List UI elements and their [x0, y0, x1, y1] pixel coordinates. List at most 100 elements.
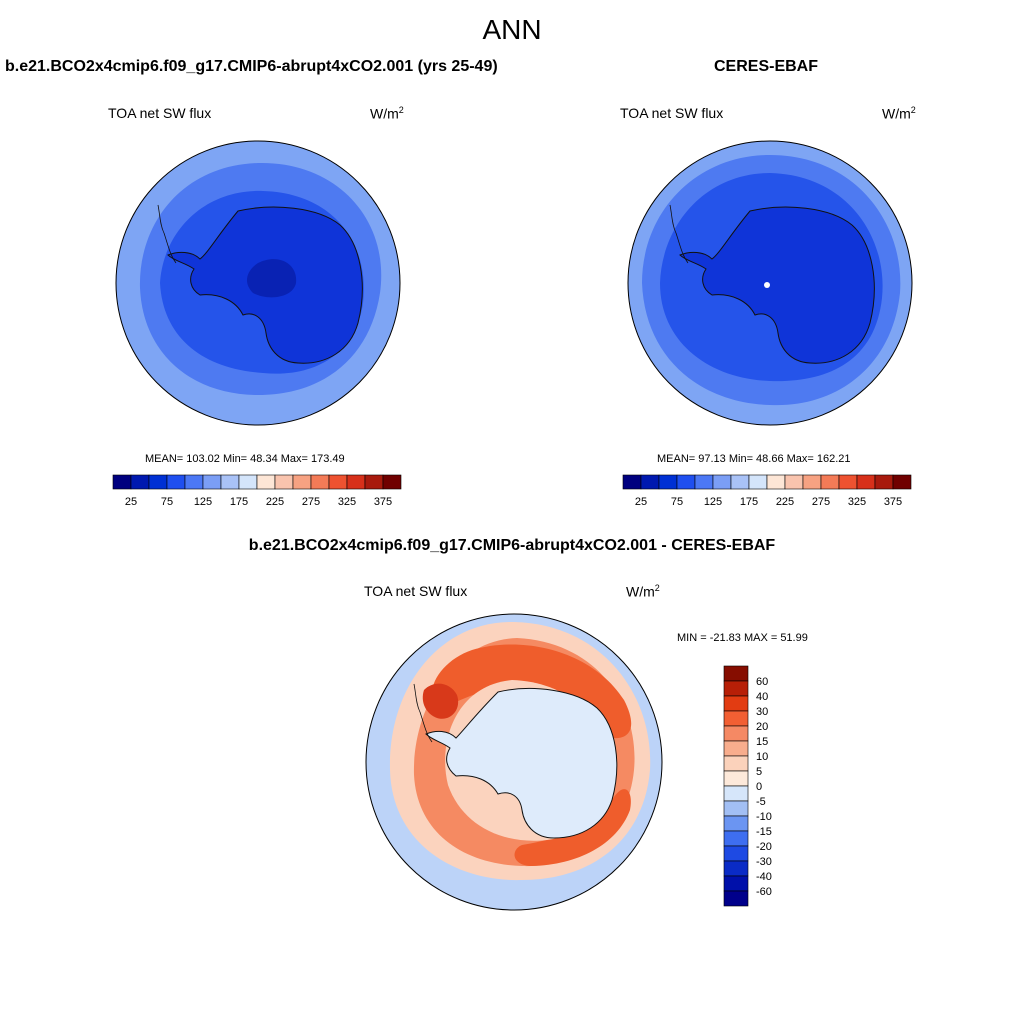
- diff-colorbar-box: [723, 800, 749, 817]
- obs-variable-label: TOA net SW flux: [620, 105, 724, 121]
- colorbar-box: [238, 474, 258, 490]
- diff-colorbar-box: [723, 830, 749, 847]
- colorbar-box: [346, 474, 366, 490]
- model-stats: MEAN= 103.02 Min= 48.34 Max= 173.49: [145, 453, 345, 465]
- diff-map-peninsula: [413, 683, 433, 743]
- obs-map-peninsula: [669, 204, 689, 264]
- colorbar-tick-label: 325: [848, 496, 866, 508]
- colorbar-tick-label: 175: [740, 496, 758, 508]
- diff-map-antarctica: [425, 688, 618, 839]
- colorbar-box: [748, 474, 768, 490]
- diff-map-strong-south: [514, 789, 631, 866]
- colorbar-box: [676, 474, 696, 490]
- colorbar-tick-label: 125: [704, 496, 722, 508]
- model-map-deep-core: [246, 259, 297, 298]
- colorbar-tick-label: 225: [776, 496, 794, 508]
- diff-colorbar-box: [723, 815, 749, 832]
- diff-colorbar-box: [723, 860, 749, 877]
- colorbar-tick-label: 275: [302, 496, 320, 508]
- obs-map-antarctica: [679, 206, 875, 364]
- colorbar-tick-label: 325: [338, 496, 356, 508]
- model-polar-map: [115, 140, 401, 426]
- colorbar-box: [328, 474, 348, 490]
- diff-colorbar-tick-label: 30: [756, 706, 768, 718]
- diff-colorbar-tick-label: -20: [756, 841, 772, 853]
- colorbar-tick-label: 175: [230, 496, 248, 508]
- obs-units-label: W/m2: [882, 105, 916, 122]
- model-map-peninsula: [157, 204, 177, 264]
- colorbar-tick-label: 225: [266, 496, 284, 508]
- diff-colorbar-tick-label: 60: [756, 676, 768, 688]
- obs-stats: MEAN= 97.13 Min= 48.66 Max= 162.21: [657, 453, 851, 465]
- model-colorbar: 25 75 125 175 225 275 325 375: [112, 474, 402, 508]
- diff-stats: MIN = -21.83 MAX = 51.99: [677, 632, 808, 644]
- colorbar-box: [364, 474, 384, 490]
- diff-colorbar-box: [723, 755, 749, 772]
- obs-map-border: [627, 140, 913, 426]
- diff-colorbar-box: [723, 785, 749, 802]
- diff-colorbar-box: [723, 680, 749, 697]
- diff-colorbar-box: [723, 770, 749, 787]
- colorbar-box: [892, 474, 912, 490]
- diff-colorbar-box: [723, 740, 749, 757]
- colorbar-box: [712, 474, 732, 490]
- colorbar-box: [730, 474, 750, 490]
- colorbar-box: [112, 474, 132, 490]
- colorbar-box: [802, 474, 822, 490]
- diff-colorbar-tick-label: 40: [756, 691, 768, 703]
- colorbar-box: [256, 474, 276, 490]
- colorbar-tick-label: 275: [812, 496, 830, 508]
- colorbar-box: [166, 474, 186, 490]
- diff-colorbar-tick-label: -5: [756, 796, 766, 808]
- colorbar-tick-label: 75: [671, 496, 683, 508]
- colorbar-box: [130, 474, 150, 490]
- diff-colorbar-tick-label: -40: [756, 871, 772, 883]
- colorbar-tick-label: 25: [125, 496, 137, 508]
- diff-colorbar-tick-label: 0: [756, 781, 762, 793]
- colorbar-tick-label: 75: [161, 496, 173, 508]
- colorbar-box: [694, 474, 714, 490]
- colorbar-box: [148, 474, 168, 490]
- diff-colorbar-box: [723, 695, 749, 712]
- diff-colorbar-box: [723, 725, 749, 742]
- diff-variable-label: TOA net SW flux: [364, 583, 468, 599]
- colorbar-box: [784, 474, 804, 490]
- diff-colorbar-tick-label: 20: [756, 721, 768, 733]
- diff-map-border: [365, 613, 663, 911]
- obs-case-title: CERES-EBAF: [714, 58, 819, 75]
- model-units-label: W/m2: [370, 105, 404, 122]
- colorbar-box: [184, 474, 204, 490]
- colorbar-box: [856, 474, 876, 490]
- colorbar-tick-label: 125: [194, 496, 212, 508]
- diff-colorbar-box: [723, 890, 749, 907]
- colorbar-box: [202, 474, 222, 490]
- colorbar-box: [382, 474, 402, 490]
- diff-colorbar-tick-label: -30: [756, 856, 772, 868]
- colorbar-box: [820, 474, 840, 490]
- diff-colorbar-tick-label: -10: [756, 811, 772, 823]
- colorbar-box: [220, 474, 240, 490]
- model-map-border: [115, 140, 401, 426]
- diff-colorbar-box: [723, 665, 749, 682]
- diff-colorbar-tick-label: 5: [756, 766, 762, 778]
- colorbar-box: [274, 474, 294, 490]
- model-variable-label: TOA net SW flux: [108, 105, 212, 121]
- diff-colorbar-tick-label: 10: [756, 751, 768, 763]
- obs-polar-map: [627, 140, 913, 426]
- colorbar-box: [640, 474, 660, 490]
- colorbar-box: [838, 474, 858, 490]
- colorbar-box: [292, 474, 312, 490]
- diff-polar-map: [365, 613, 663, 911]
- page-title: ANN: [482, 14, 542, 45]
- obs-map-pole-point: [764, 282, 770, 288]
- colorbar-box: [622, 474, 642, 490]
- colorbar-box: [658, 474, 678, 490]
- diff-colorbar-box: [723, 845, 749, 862]
- colorbar-box: [874, 474, 894, 490]
- model-case-title: b.e21.BCO2x4cmip6.f09_g17.CMIP6-abrupt4x…: [5, 58, 498, 75]
- diff-colorbar-tick-label: -15: [756, 826, 772, 838]
- colorbar-tick-label: 375: [374, 496, 392, 508]
- colorbar-tick-label: 25: [635, 496, 647, 508]
- diff-case-title: b.e21.BCO2x4cmip6.f09_g17.CMIP6-abrupt4x…: [248, 537, 776, 554]
- diff-colorbar-tick-label: -60: [756, 886, 772, 898]
